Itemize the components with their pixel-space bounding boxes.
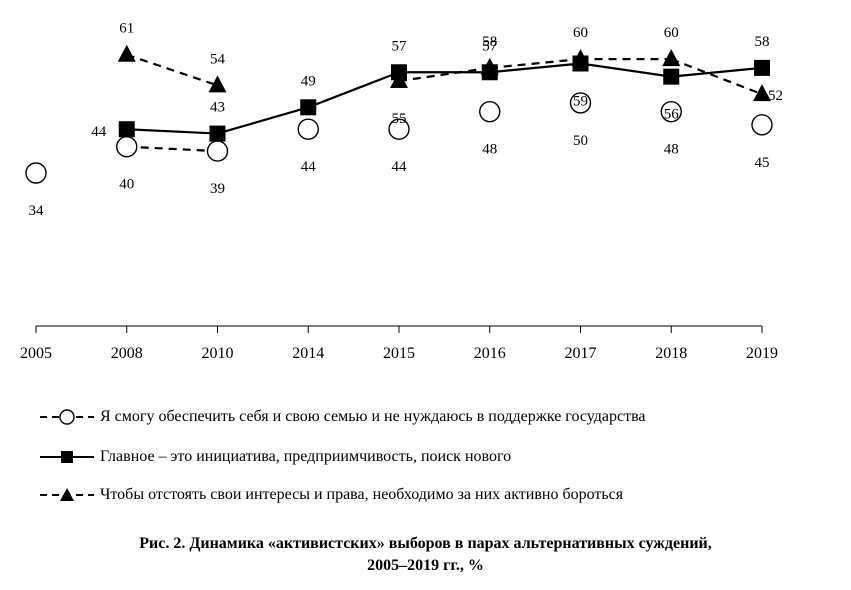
data-label: 45 (755, 155, 770, 171)
fight-for-rights-line (126, 53, 218, 87)
data-label: 58 (482, 34, 497, 50)
initiative-marker (118, 121, 135, 138)
x-tick-label: 2005 (20, 345, 52, 362)
legend-square-solid-icon (40, 451, 94, 463)
initiative-line (580, 62, 672, 78)
fight-for-rights-marker (662, 49, 681, 67)
data-label: 56 (664, 107, 680, 123)
self-reliance-marker (25, 162, 47, 184)
data-label: 60 (573, 25, 588, 41)
x-tick-label: 2014 (292, 345, 324, 362)
self-reliance-marker (660, 100, 682, 123)
data-label: 44 (91, 124, 107, 140)
data-label: 52 (768, 88, 783, 104)
figure-caption: Рис. 2. Динамика «активистских» выборов … (0, 533, 851, 577)
x-tick-label: 2016 (474, 345, 506, 362)
fight-for-rights-marker (390, 71, 408, 89)
line-chart: 2005 2008 2010 2014 2015 2016 2017 2018 2019 34 4… (20, 21, 784, 362)
initiative-marker (663, 68, 680, 85)
x-tick-label: 2008 (111, 345, 143, 362)
initiative-line (671, 66, 763, 78)
data-label: 34 (29, 203, 45, 219)
x-tick-label: 2017 (565, 345, 597, 362)
legend-triangle-dashed-icon (40, 488, 94, 501)
data-label: 60 (664, 25, 679, 41)
self-reliance-line (126, 145, 218, 153)
data-label: 58 (755, 34, 770, 50)
x-tick-label: 2015 (383, 345, 415, 362)
data-label: 54 (210, 51, 226, 67)
legend-item-fight-for-rights: Чтобы отстоять свои интересы и права, не… (40, 484, 623, 506)
initiative-marker (300, 99, 317, 116)
x-tick-label: 2010 (202, 345, 234, 362)
self-reliance-marker (116, 136, 138, 158)
data-label: 39 (210, 181, 225, 197)
self-reliance-marker (751, 114, 773, 136)
fight-for-rights-line (670, 58, 763, 96)
data-label: 55 (392, 111, 407, 127)
fight-for-rights-marker (117, 44, 136, 62)
fight-for-rights-marker (208, 75, 227, 93)
self-reliance-marker (479, 100, 501, 123)
fight-for-rights-marker (753, 84, 771, 102)
data-label: 50 (573, 133, 588, 149)
series-markers (25, 44, 773, 184)
fight-for-rights-line (489, 58, 581, 69)
data-label: 43 (210, 100, 225, 116)
initiative-line (489, 62, 581, 74)
data-label: 57 (482, 38, 498, 54)
self-reliance-marker (297, 118, 319, 140)
legend-circle-dashed-icon (40, 409, 94, 425)
legend: Я смогу обеспечить себя и свою семью и н… (40, 400, 820, 510)
data-label: 61 (119, 21, 134, 37)
caption-line-2: 2005–2019 гг., % (367, 557, 484, 574)
caption-line-1: Рис. 2. Динамика «активистских» выборов … (139, 535, 712, 552)
series-lines (126, 53, 763, 153)
fight-for-rights-marker (480, 57, 499, 75)
initiative-marker (754, 59, 770, 76)
data-labels: 34 40 39 44 44 48 50 48 45 44 43 49 57 57 59 56 58 61 54 55… (29, 21, 784, 219)
initiative-marker (209, 125, 226, 142)
data-label: 44 (301, 159, 317, 175)
data-label: 57 (392, 38, 408, 54)
data-label: 59 (573, 94, 588, 110)
initiative-line (217, 106, 309, 135)
legend-item-self-reliance: Я смогу обеспечить себя и свою семью и н… (40, 406, 646, 428)
fight-for-rights-line (398, 66, 490, 83)
legend-label-self-reliance: Я смогу обеспечить себя и свою семью и н… (100, 408, 646, 425)
data-label: 44 (392, 159, 408, 175)
self-reliance-marker (569, 92, 592, 114)
initiative-line (126, 128, 218, 135)
self-reliance-marker (388, 118, 410, 140)
x-axis-ticks: 2005 2008 2010 2014 2015 2016 2017 2018 2019 (20, 326, 778, 362)
legend-label-initiative: Главное – это инициатива, предприимчивос… (100, 448, 512, 465)
legend-label-fight-for-rights: Чтобы отстоять свои интересы и права, не… (100, 486, 624, 503)
data-label: 48 (664, 142, 679, 158)
legend-item-initiative: Главное – это инициатива, предприимчивос… (40, 446, 511, 468)
initiative-line (307, 71, 400, 109)
self-reliance-marker (206, 140, 229, 162)
data-label: 40 (119, 177, 134, 193)
fight-for-rights-marker (571, 49, 590, 67)
data-label: 48 (482, 142, 497, 158)
x-tick-label: 2019 (746, 345, 778, 362)
x-tick-label: 2018 (655, 345, 687, 362)
data-label: 49 (301, 73, 316, 89)
